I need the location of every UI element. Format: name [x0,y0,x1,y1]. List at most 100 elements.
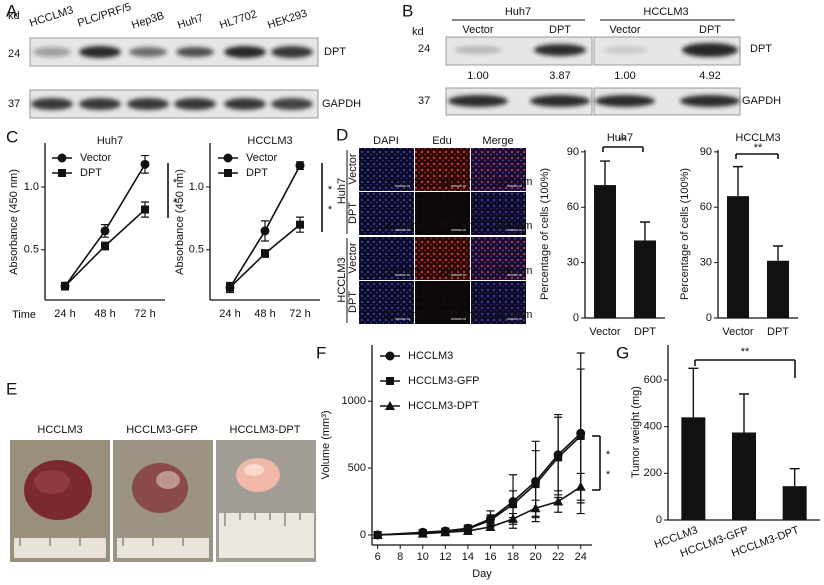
legend-marker [223,153,233,163]
relative-level: 4.92 [699,70,720,82]
annotation: * [173,177,178,189]
bar [732,432,756,520]
marker [485,521,496,531]
relative-level: 3.87 [549,70,570,82]
annotation: * [606,469,611,481]
y-axis-label: Absorbance (450 nm) [8,169,20,275]
legend-label: HCCLM3-GFP [408,375,480,387]
lane-label: Vector [609,24,641,36]
marker [440,527,451,537]
marker-label: 24 [8,48,20,60]
row-label: Vector [347,153,359,185]
panel-label: F [316,343,326,362]
scale-bar-label: 500 µm [496,309,533,321]
y-tick-label: 400 [644,421,662,433]
protein-label: DPT [750,43,772,55]
annotation: ** [741,346,750,358]
lane-label: Huh7 [176,12,205,32]
marker [531,480,540,489]
line [377,486,582,536]
kd-label: kd [8,10,20,22]
scale-bar-label: 500 µm [384,309,421,321]
y-tick-label: 1.0 [189,181,204,193]
x-tick-label: 24 [575,551,587,563]
line [377,435,582,536]
kd-label: kd [412,26,424,38]
tumor-photos: HCCLM3 HCCLM3-GFP HCCLM3-DPT [10,424,316,562]
x-tick-label: 72 h [289,308,310,320]
y-tick-label: 60 [700,201,712,213]
lane-label: DPT [549,24,571,36]
x-tick-label: DPT [634,326,656,338]
y-tick-label: 0 [706,312,712,324]
photo-label: HCCLM3-GFP [126,424,198,436]
marker-label: 37 [418,95,430,107]
marker [486,516,495,525]
panel-label: D [336,125,348,144]
group-label: Huh7 [505,6,531,18]
marker [509,500,518,509]
x-tick-label: 18 [507,551,519,563]
marker [260,226,270,236]
panel-label: G [616,343,629,362]
legend-label: Vector [80,152,112,164]
y-axis-label: Absorbance (450 nm) [174,169,186,275]
legend-marker [58,169,66,177]
marker [141,205,149,214]
blot-strip [29,37,319,67]
relative-level: 1.00 [614,70,635,82]
y-tick-label: 500 [348,462,366,474]
panel-label: A [6,1,18,20]
y-tick-label: 200 [644,467,662,479]
marker [296,220,304,229]
x-tick-label: 20 [529,551,541,563]
group-label: HCCLM3 [643,6,688,18]
marker [100,226,110,236]
error-bar [773,245,783,261]
legend-marker [224,169,232,177]
lane-label: HL7702 [218,8,258,31]
bar [767,260,789,318]
protein-label: GAPDH [322,98,361,110]
column-label: Edu [432,135,452,147]
legend-marker [385,401,395,410]
x-tick-label: 48 h [254,308,275,320]
x-tick-label: 24 h [54,308,75,320]
marker [530,503,541,513]
marker-label: 37 [8,98,20,110]
x-tick-label: DPT [767,326,789,338]
chart-title: HCCLM3 [247,135,292,147]
line [377,432,582,536]
marker [261,249,269,258]
y-tick-label: 1000 [342,395,366,407]
y-tick-label: 600 [644,374,662,386]
lane-label: PLC/PRF/5 [76,1,133,30]
annotation: ** [618,135,627,147]
scale-bar-label: 500 µm [440,220,477,232]
scale-bar-label: 500 µm [384,265,421,277]
blot-a: kd HCCLM3 PLC/PRF/5 Hep3B Huh7 HL7702 HE… [8,1,361,119]
annotation: * [173,197,178,209]
y-tick-label: 0.5 [189,244,204,256]
protein-label: GAPDH [742,95,781,107]
marker [417,528,428,538]
chart-title: Huh7 [607,132,633,144]
marker [554,453,563,462]
y-axis-label: Volume (mm³) [320,410,332,479]
x-tick-label: 10 [417,551,429,563]
error-bar [688,367,699,418]
x-tick-label: 8 [397,551,403,563]
legend-marker [57,153,67,163]
edu-images: DAPI Edu Merge 500 µm 500 µm 500 µm 500 … [336,135,533,324]
y-tick-label: 60 [567,201,579,213]
legend-label: HCCLM3 [408,350,453,362]
row-label: DPT [347,202,359,224]
y-tick-label: 0 [573,312,579,324]
error-bar [789,467,800,487]
y-tick-label: 30 [567,257,579,269]
legend-label: HCCLM3-DPT [408,400,479,412]
y-tick-label: 0 [656,514,662,526]
marker [372,529,383,539]
x-axis-label: Time [12,309,36,321]
